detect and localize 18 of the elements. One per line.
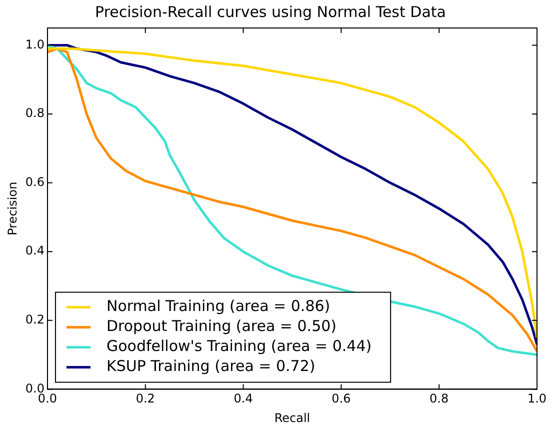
y-tick-label: 0.8 (25, 106, 44, 120)
x-axis-title: Recall (274, 410, 310, 425)
legend-label: Dropout Training (area = 0.50) (106, 317, 337, 336)
legend-label: Normal Training (area = 0.86) (106, 297, 330, 316)
x-tick-label: 0.4 (234, 392, 253, 406)
x-tick-label: 0.6 (332, 392, 351, 406)
y-tick-label: 1.0 (25, 37, 44, 52)
x-tick-label: 0.0 (38, 392, 58, 406)
x-tick-label: 1.0 (527, 392, 547, 406)
y-tick-label: 0.2 (25, 312, 44, 327)
y-tick-label: 0.4 (25, 244, 44, 258)
legend-label: KSUP Training (area = 0.72) (106, 357, 316, 376)
legend-label: Goodfellow's Training (area = 0.44) (106, 337, 372, 356)
y-axis-title: Precision (5, 182, 20, 236)
y-tick-label: 0.6 (25, 174, 44, 189)
x-tick-label: 0.8 (430, 392, 449, 406)
chart-title: Precision-Recall curves using Normal Test Data (95, 2, 446, 21)
x-tick-label: 0.2 (136, 392, 155, 406)
